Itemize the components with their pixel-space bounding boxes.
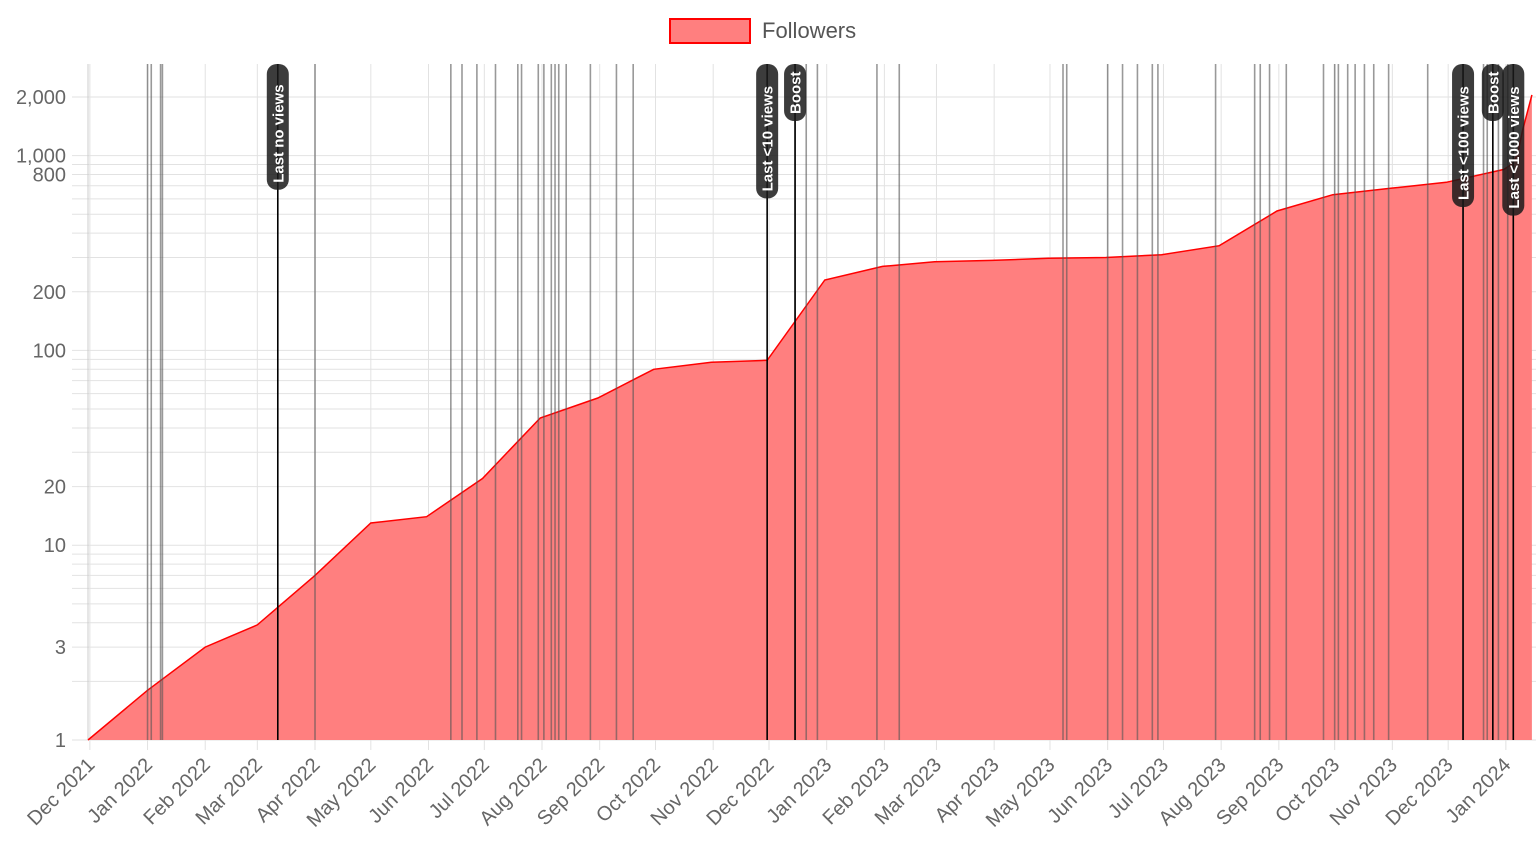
y-tick-label: 200 [33, 282, 66, 304]
y-tick-label: 1 [55, 730, 66, 752]
annotation-label-bg [784, 64, 807, 121]
annotation-label-bg [756, 64, 779, 199]
annotation-label-bg [1502, 64, 1525, 216]
legend: Followers [669, 18, 856, 44]
y-tick-label: 10 [44, 535, 66, 557]
series-line-followers [87, 94, 1533, 741]
legend-label-followers: Followers [762, 18, 856, 43]
y-tick-label: 1,000 [16, 146, 66, 168]
annotation-label: Last <100 views [1456, 86, 1473, 200]
y-tick-label: 3 [55, 637, 66, 659]
legend-swatch-followers [669, 18, 751, 44]
y-tick-label: 800 [33, 165, 66, 187]
annotation-label-bg [1452, 64, 1475, 207]
y-tick-label: 2,000 [16, 87, 66, 109]
y-tick-label: 20 [44, 477, 66, 499]
annotation-label-bg [266, 64, 289, 190]
annotation-label: Last <1000 views [1506, 86, 1523, 208]
annotation-label: Last no views [270, 84, 287, 182]
x-tick-label: Dec 2021 [23, 754, 99, 830]
annotation-label: Boost [1485, 72, 1502, 115]
annotation-label: Last <10 views [760, 86, 777, 191]
annotation-label-bg [1481, 64, 1504, 121]
annotations: Last no views Last <10 views Boost Last <10… [266, 64, 1525, 740]
y-tick-label: 100 [33, 340, 66, 362]
annotation-label: Boost [788, 72, 805, 115]
series-area-followers [88, 94, 1532, 740]
